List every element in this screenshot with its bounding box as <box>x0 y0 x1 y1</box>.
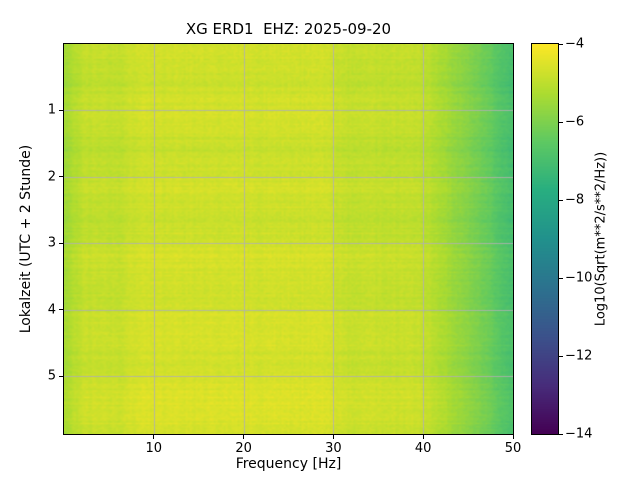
x-tick-mark <box>332 435 334 439</box>
x-tick-mark <box>243 435 245 439</box>
chart-title: XG ERD1 EHZ: 2025-09-20 <box>185 20 392 38</box>
y-tick-label: 5 <box>47 368 56 384</box>
colorbar-tick-label: −10 <box>565 270 593 286</box>
colorbar-tick-mark <box>559 121 563 123</box>
colorbar-tick-label: −8 <box>565 192 585 208</box>
colorbar-tick-label: −4 <box>565 36 585 52</box>
colorbar <box>532 44 558 434</box>
colorbar-tick-label: −14 <box>565 426 593 442</box>
colorbar-tick-mark <box>559 199 563 201</box>
colorbar-tick-mark <box>559 433 563 435</box>
x-tick-label: 10 <box>145 441 163 456</box>
x-tick-label: 50 <box>504 441 522 456</box>
colorbar-tick-mark <box>559 43 563 45</box>
x-tick-label: 40 <box>414 441 432 456</box>
y-tick-label: 1 <box>47 102 56 118</box>
y-tick-mark <box>59 109 63 111</box>
y-tick-label: 3 <box>47 235 56 251</box>
colorbar-gradient <box>532 44 558 434</box>
x-tick-label: 30 <box>325 441 342 456</box>
x-tick-mark <box>422 435 424 439</box>
y-tick-mark <box>59 242 63 244</box>
y-tick-mark <box>59 176 63 178</box>
y-tick-label: 2 <box>47 169 56 185</box>
colorbar-tick-mark <box>559 355 563 357</box>
x-tick-mark <box>512 435 514 439</box>
y-tick-mark <box>59 309 63 311</box>
colorbar-tick-label: −6 <box>565 114 585 130</box>
x-axis-label: Frequency [Hz] <box>235 456 342 472</box>
plot-area <box>64 44 513 434</box>
x-tick-mark <box>153 435 155 439</box>
colorbar-tick-mark <box>559 277 563 279</box>
x-tick-label: 20 <box>235 441 252 456</box>
colorbar-label: Log10(Sqrt(m**2/s**2/Hz)) <box>593 151 609 327</box>
y-tick-mark <box>59 375 63 377</box>
spectrogram-heatmap <box>64 44 513 434</box>
y-tick-label: 4 <box>47 302 56 318</box>
colorbar-tick-label: −12 <box>565 348 593 364</box>
